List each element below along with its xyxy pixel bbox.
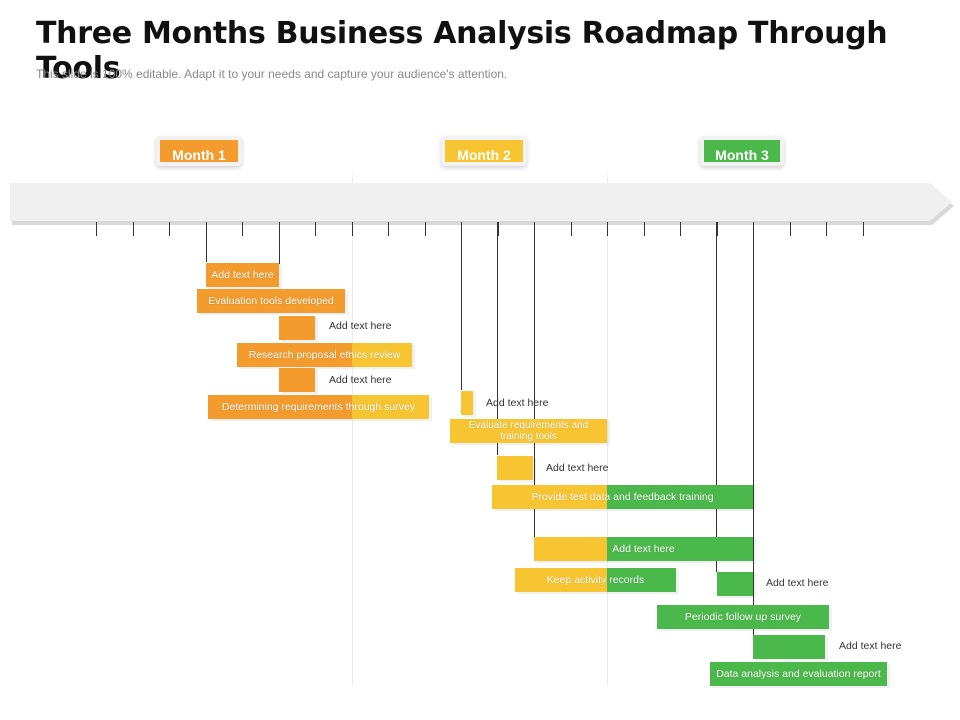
task-label: Add text here [486,397,549,409]
task-bar: Add text here [206,263,279,287]
timeline-tick [169,222,170,236]
task-label: Add text here [329,374,392,386]
month-divider [607,175,608,685]
month-1-badge: Month 1 [156,136,242,166]
task-connector [534,222,535,537]
task-bar: Periodic follow up survey [657,605,829,629]
task-connector [206,222,207,262]
task-connector [753,222,754,635]
timeline-tick [315,222,316,236]
timeline-tick [680,222,681,236]
task-bar: Keep activity records [515,568,676,592]
task-marker [279,368,315,392]
task-connector [716,222,717,572]
timeline-tick [716,222,718,236]
timeline-tick [132,222,134,236]
timeline-tick [607,222,608,236]
task-bar: Evaluate requirements and training tools [450,419,607,443]
task-label: Add text here [329,320,392,332]
task-marker [461,391,473,415]
task-marker [279,316,315,340]
timeline-tick [351,222,353,236]
task-bar: Provide test data and feedback training [492,485,753,509]
task-label: Add text here [546,462,609,474]
timeline-tick [497,222,499,236]
timeline-tick [570,222,572,236]
task-connector [461,222,462,390]
task-label: Add text here [839,640,902,652]
task-connector [497,222,498,455]
task-marker [717,572,753,596]
page-subtitle: This slide is 100% editable. Adapt it to… [36,67,508,81]
month-3-badge: Month 3 [700,136,784,166]
timeline-tick [424,222,426,236]
timeline-tick [826,222,827,236]
task-connector [279,222,280,264]
month-2-badge: Month 2 [441,136,527,166]
timeline-tick [643,222,645,236]
task-bar: Determining requirements through survey [208,395,429,419]
task-bar: Add text here [534,537,753,561]
task-marker [497,456,533,480]
task-bar: Research proposal ethics review [237,343,412,367]
page-title: Three Months Business Analysis Roadmap T… [36,16,888,86]
task-bar: Evaluation tools developed [197,289,345,313]
task-bar: Data analysis and evaluation report [710,662,887,686]
timeline-tick [242,222,243,236]
timeline-tick [96,222,97,236]
timeline-arrow [10,183,954,225]
timeline-tick [789,222,791,236]
task-marker [753,635,825,659]
month-divider [352,175,353,685]
timeline-tick [388,222,389,236]
timeline-tick [862,222,864,236]
task-label: Add text here [766,577,829,589]
